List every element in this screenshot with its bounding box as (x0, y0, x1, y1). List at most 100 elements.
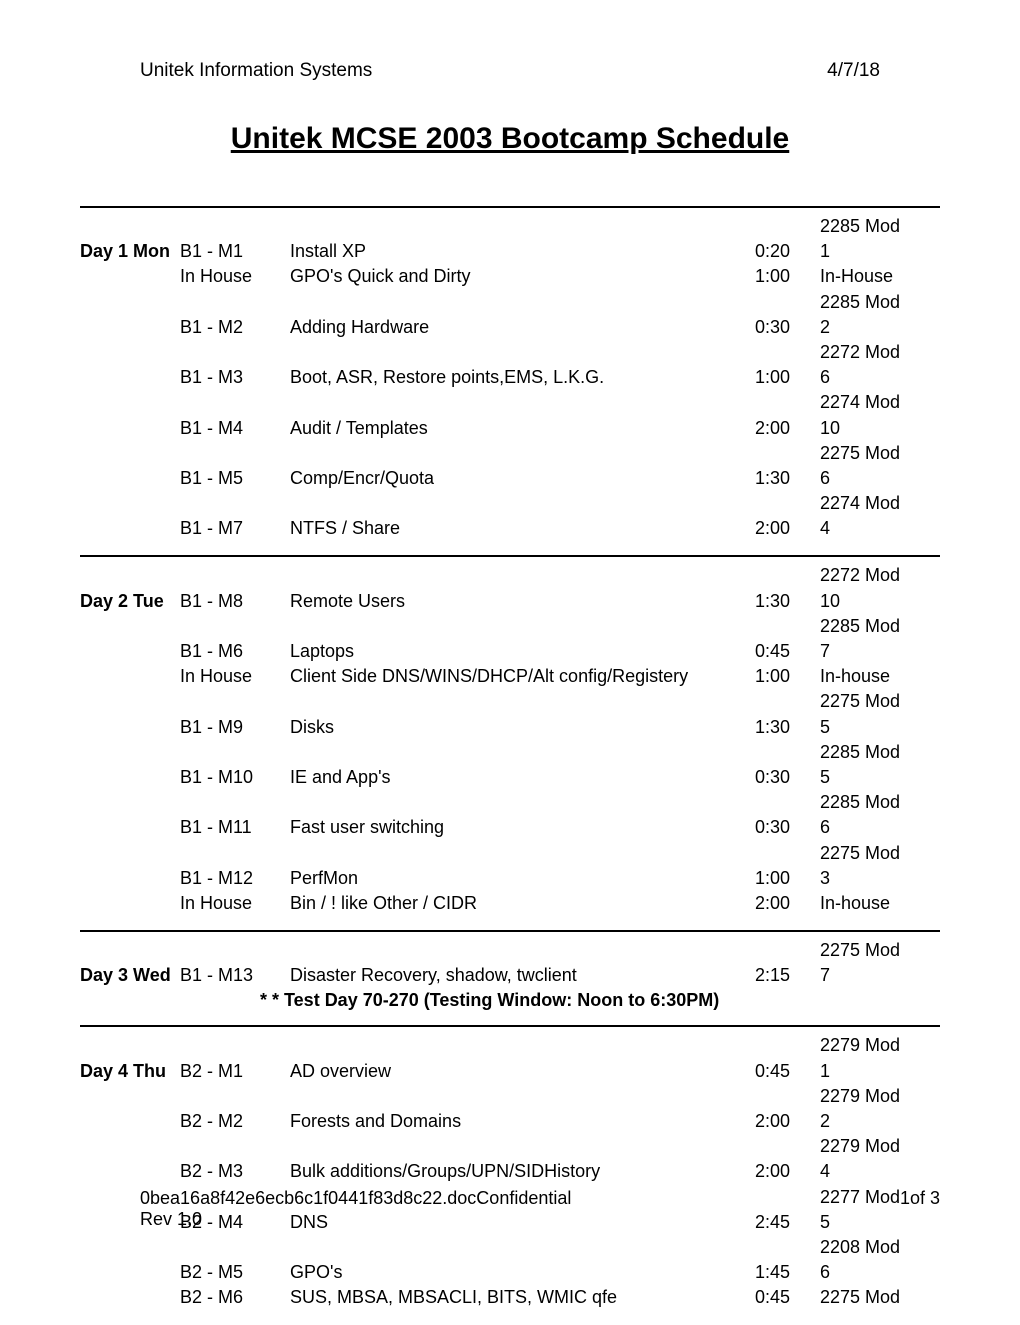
duration: 1:00 (720, 365, 820, 390)
table-row: B2 - M2Forests and Domains2:002 (80, 1109, 940, 1134)
note-text: 6 (820, 365, 930, 390)
schedule-table: 2285 ModDay 1 MonB1 - M1Install XP0:201I… (80, 206, 940, 1325)
table-row: In HouseBin / ! like Other / CIDR2:00In-… (80, 891, 940, 916)
table-row: Day 4 ThuB2 - M1AD overview0:451 (80, 1059, 940, 1084)
table-row: B2 - M5GPO's1:456 (80, 1260, 940, 1285)
page-header: Unitek Information Systems 4/7/18 (80, 60, 940, 82)
note-text: 5 (820, 765, 930, 790)
duration: 2:00 (720, 1159, 820, 1184)
duration: 0:30 (720, 765, 820, 790)
duration: 2:00 (720, 516, 820, 541)
description: Fast user switching (290, 815, 720, 840)
day-block: 2272 ModDay 2 TueB1 - M8Remote Users1:30… (80, 555, 940, 930)
day-note: * * Test Day 70-270 (Testing Window: Noo… (80, 990, 940, 1011)
duration: 0:20 (720, 239, 820, 264)
note-text: In-house (820, 664, 930, 689)
table-row: B1 - M12PerfMon1:003 (80, 866, 940, 891)
note-text: 1 (820, 239, 930, 264)
duration: 1:45 (720, 1260, 820, 1285)
day-block: 2279 ModDay 4 ThuB2 - M1AD overview0:451… (80, 1025, 940, 1324)
note-text: 2285 Mod (820, 290, 930, 315)
table-row: B1 - M3Boot, ASR, Restore points,EMS, L.… (80, 365, 940, 390)
duration: 2:00 (720, 891, 820, 916)
description: Disks (290, 715, 720, 740)
duration: 0:45 (720, 1059, 820, 1084)
duration: 1:30 (720, 466, 820, 491)
duration: 2:00 (720, 1109, 820, 1134)
description: NTFS / Share (290, 516, 720, 541)
table-row: Day 1 MonB1 - M1Install XP0:201 (80, 239, 940, 264)
table-row: B1 - M2Adding Hardware0:302 (80, 315, 940, 340)
module-code: B1 - M9 (180, 715, 290, 740)
duration: 2:15 (720, 963, 820, 988)
note-text: 4 (820, 516, 930, 541)
note-text: 2285 Mod (820, 614, 930, 639)
note-text: In-House (820, 264, 930, 289)
module-code: B2 - M6 (180, 1285, 290, 1310)
duration: 1:30 (720, 589, 820, 614)
table-row: B1 - M9Disks1:305 (80, 715, 940, 740)
day-block: 2275 ModDay 3 WedB1 - M13Disaster Recove… (80, 930, 940, 1025)
day-label: Day 1 Mon (80, 239, 180, 264)
day-block: 2285 Mod Day 1 MonB1 - M1Install XP0:201I… (80, 206, 940, 555)
module-code: B1 - M8 (180, 589, 290, 614)
page-title: Unitek MCSE 2003 Bootcamp Schedule (80, 122, 940, 156)
note-text: 4 (820, 1159, 930, 1184)
description: Client Side DNS/WINS/DHCP/Alt config/Reg… (290, 664, 720, 689)
note-text: 7 (820, 639, 930, 664)
note-text: 5 (820, 715, 930, 740)
module-code: B1 - M10 (180, 765, 290, 790)
description: GPO's (290, 1260, 720, 1285)
note-text: 2285 Mod (820, 790, 930, 815)
note-text: 2272 Mod (820, 563, 930, 588)
description: GPO's Quick and Dirty (290, 264, 720, 289)
footer-doc: 0bea16a8f42e6ecb6c1f0441f83d8c22.docConf… (140, 1188, 571, 1209)
module-code: In House (180, 891, 290, 916)
footer-rev: Rev 1.0 (140, 1209, 940, 1230)
note-text: 2279 Mod (820, 1033, 930, 1058)
description: Bin / ! like Other / CIDR (290, 891, 720, 916)
module-code: B1 - M2 (180, 315, 290, 340)
duration: 0:30 (720, 315, 820, 340)
note-text: 2208 Mod (820, 1235, 930, 1260)
note-text: 2275 Mod (820, 441, 930, 466)
note-text: 2285 Mod (820, 740, 930, 765)
duration: 1:00 (720, 866, 820, 891)
table-row: In HouseClient Side DNS/WINS/DHCP/Alt co… (80, 664, 940, 689)
duration: 1:00 (720, 264, 820, 289)
note-text: 2 (820, 1109, 930, 1134)
note-text: 6 (820, 1260, 930, 1285)
note-text: 2272 Mod (820, 340, 930, 365)
duration: 1:00 (720, 664, 820, 689)
note-text: 2274 Mod (820, 390, 930, 415)
note-text: 6 (820, 466, 930, 491)
table-row: B1 - M7NTFS / Share2:004 (80, 516, 940, 541)
description: IE and App's (290, 765, 720, 790)
description: AD overview (290, 1059, 720, 1084)
note-text: 2275 Mod (820, 689, 930, 714)
duration: 2:00 (720, 416, 820, 441)
note-text: 2 (820, 315, 930, 340)
header-date: 4/7/18 (827, 60, 880, 82)
description: Audit / Templates (290, 416, 720, 441)
description: PerfMon (290, 866, 720, 891)
description: Disaster Recovery, shadow, twclient (290, 963, 720, 988)
note-text: 10 (820, 589, 930, 614)
note-text: 2275 Mod (820, 1285, 930, 1310)
duration: 0:30 (720, 815, 820, 840)
table-row: B1 - M11Fast user switching0:306 (80, 815, 940, 840)
module-code: B2 - M1 (180, 1059, 290, 1084)
note-text: 2279 Mod (820, 1084, 930, 1109)
description: Forests and Domains (290, 1109, 720, 1134)
module-code: B1 - M13 (180, 963, 290, 988)
table-row: B1 - M5Comp/Encr/Quota1:306 (80, 466, 940, 491)
description: Boot, ASR, Restore points,EMS, L.K.G. (290, 365, 720, 390)
table-row: B1 - M10IE and App's0:305 (80, 765, 940, 790)
description: Bulk additions/Groups/UPN/SIDHistory (290, 1159, 720, 1184)
day-label: Day 2 Tue (80, 589, 180, 614)
module-code: B2 - M3 (180, 1159, 290, 1184)
note-text: 2275 Mod (820, 938, 930, 963)
description: Comp/Encr/Quota (290, 466, 720, 491)
note-text: 7 (820, 963, 930, 988)
page-footer: 0bea16a8f42e6ecb6c1f0441f83d8c22.docConf… (140, 1188, 940, 1230)
